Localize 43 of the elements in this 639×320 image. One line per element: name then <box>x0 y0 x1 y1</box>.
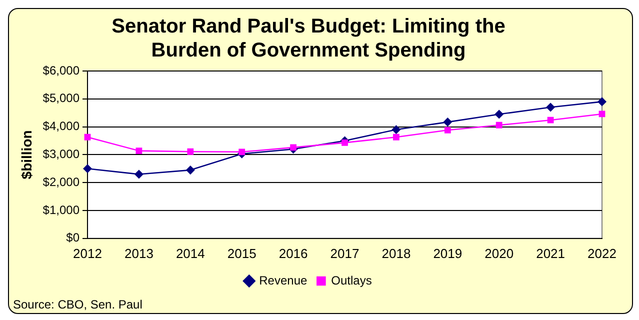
point <box>84 134 91 140</box>
point <box>443 118 452 126</box>
y-tick-label: $5,000 <box>42 91 80 106</box>
point <box>238 148 246 156</box>
point <box>186 166 195 174</box>
point <box>496 122 502 128</box>
x-tick-label: 2019 <box>433 246 462 261</box>
point <box>598 110 606 118</box>
point <box>342 140 348 146</box>
x-tick-label: 2020 <box>484 246 514 261</box>
point <box>444 126 451 134</box>
x-tick-label: 2012 <box>73 246 102 261</box>
x-tick-label: 2021 <box>536 246 566 261</box>
point <box>494 110 504 118</box>
y-tick-label: $4,000 <box>42 119 80 134</box>
point <box>187 148 194 155</box>
y-tick-label: $0 <box>66 230 80 245</box>
y-tick-label: $6,000 <box>42 63 80 78</box>
point <box>546 103 555 112</box>
text: Burden of Government Spending <box>151 40 466 62</box>
x-tick-label: 2017 <box>330 246 360 261</box>
point <box>290 144 296 151</box>
x-tick-label: 2014 <box>176 246 205 261</box>
y-tick-label: $3,000 <box>42 147 80 162</box>
x-tick-label: 2016 <box>278 246 308 261</box>
text: Senator Rand Paul's Budget: Limiting the <box>112 16 506 38</box>
point <box>392 125 400 134</box>
y-tick-label: $1,000 <box>42 202 80 217</box>
point <box>136 148 142 154</box>
x-tick-label: 2022 <box>588 246 616 261</box>
legend-label: Outlays <box>331 273 372 288</box>
x-tick-label: 2018 <box>382 246 411 261</box>
point <box>598 97 606 106</box>
point <box>547 116 554 124</box>
x-tick-label: 2015 <box>227 246 256 261</box>
point <box>134 170 144 178</box>
y-axis-title: $billion <box>18 130 34 180</box>
legend-label: Revenue <box>259 273 308 288</box>
source-note: Source: CBO, Sen. Paul <box>13 297 142 312</box>
point <box>393 134 400 140</box>
point <box>83 164 92 173</box>
y-tick-label: $2,000 <box>42 174 80 189</box>
x-tick-label: 2013 <box>124 246 154 261</box>
